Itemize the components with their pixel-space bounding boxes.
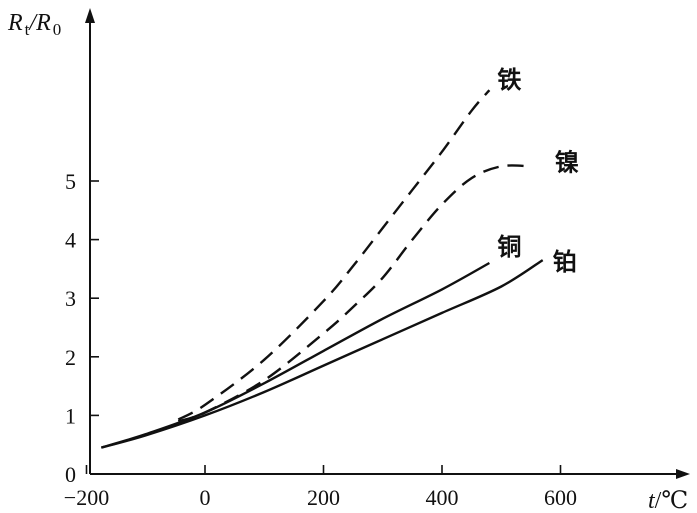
series-line-2 (177, 164, 531, 423)
y-tick-label: 4 (65, 228, 76, 253)
series-line-4 (100, 259, 544, 449)
ticks (85, 180, 562, 474)
y-tick-label: 5 (65, 169, 76, 194)
x-tick-label: 200 (307, 485, 340, 510)
series-line-1 (177, 89, 491, 421)
series-label-4: 铂 (553, 248, 577, 276)
x-axis-label: t/℃ (648, 488, 688, 513)
x-tick-label: 400 (426, 485, 459, 510)
axes (85, 8, 690, 479)
x-axis-arrow (676, 469, 690, 479)
y-tick-label: 0 (65, 462, 76, 487)
series-group (100, 89, 544, 449)
y-tick-label: 2 (65, 345, 76, 370)
series-label-1: 铁 (497, 66, 521, 94)
y-axis-arrow (85, 8, 95, 23)
y-tick-label: 1 (65, 403, 76, 428)
series-label-2: 镍 (555, 148, 579, 176)
y-tick-label: 3 (65, 286, 76, 311)
x-tick-label: 0 (200, 485, 211, 510)
series-label-3: 铜 (497, 233, 521, 261)
series-line-3 (100, 261, 490, 449)
x-tick-label: 600 (544, 485, 577, 510)
x-tick-label: −200 (64, 485, 109, 510)
